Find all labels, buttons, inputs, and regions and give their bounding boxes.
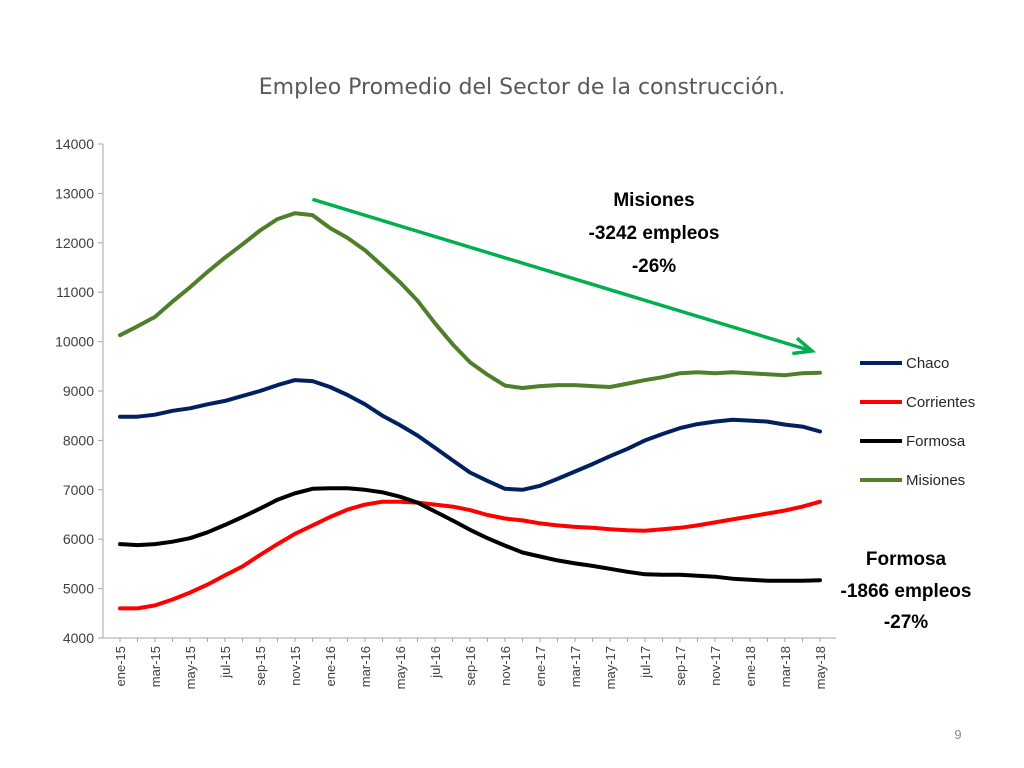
x-tick-label: ene-17 — [533, 646, 548, 686]
legend-item-misiones: Misiones — [860, 472, 965, 489]
x-tick-label: mar-15 — [148, 646, 163, 687]
x-tick-label: ene-16 — [323, 646, 338, 686]
series-lines — [118, 211, 822, 611]
legend: Chaco Corrientes Formosa Misiones — [860, 355, 975, 489]
chart-title: Empleo Promedio del Sector de la constru… — [259, 75, 785, 100]
x-tick-label: mar-18 — [778, 646, 793, 687]
y-tick-label: 14000 — [55, 136, 94, 152]
y-tick-label: 6000 — [63, 531, 94, 547]
series-line-corrientes — [118, 499, 822, 611]
legend-label: Chaco — [906, 355, 949, 372]
x-axis: ene-15 mar-15 may-15 jul-15 sep-15 nov-15 ene-… — [103, 637, 836, 689]
annotation-formosa-line-1: Formosa — [866, 549, 947, 570]
y-tick-label: 9000 — [63, 383, 94, 399]
x-tick-label: jul-16 — [428, 646, 443, 679]
x-tick-label: mar-16 — [358, 646, 373, 687]
y-tick-label: 13000 — [55, 185, 94, 201]
x-tick-label: jul-17 — [638, 646, 653, 679]
annotation-formosa-line-3: -27% — [884, 612, 928, 633]
series-line-chaco — [118, 378, 822, 492]
legend-item-formosa: Formosa — [860, 433, 966, 450]
annotation-formosa-line-2: -1866 empleos — [841, 581, 972, 602]
annotation-misiones-line-1: Misiones — [613, 190, 694, 211]
x-tick-label: ene-15 — [113, 646, 128, 686]
x-tick-label: ene-18 — [743, 646, 758, 686]
legend-label: Formosa — [906, 433, 966, 450]
y-tick-label: 8000 — [63, 432, 94, 448]
y-tick-label: 7000 — [63, 482, 94, 498]
legend-item-chaco: Chaco — [860, 355, 949, 372]
y-tick-label: 12000 — [55, 235, 94, 251]
x-tick-label: nov-17 — [708, 646, 723, 686]
trend-arrow-line — [311, 197, 811, 353]
annotation-misiones-line-2: -3242 empleos — [589, 223, 720, 244]
x-tick-label: may-17 — [603, 646, 618, 689]
x-tick-label: sep-16 — [463, 646, 478, 686]
x-tick-label: sep-17 — [673, 646, 688, 686]
page-number: 9 — [954, 727, 961, 742]
legend-label: Misiones — [906, 472, 965, 489]
x-tick-label: may-16 — [393, 646, 408, 689]
y-axis: 4000 5000 6000 7000 8000 9000 10000 11000 12000 1… — [55, 136, 104, 646]
annotation-misiones: Misiones -3242 empleos -26% — [589, 190, 720, 277]
x-tick-label: jul-15 — [218, 646, 233, 679]
y-tick-label: 10000 — [55, 334, 94, 350]
trend-arrow-head — [792, 336, 817, 356]
trend-arrow — [311, 197, 817, 356]
x-tick-label: may-15 — [183, 646, 198, 689]
legend-label: Corrientes — [906, 394, 975, 411]
y-tick-label: 5000 — [63, 581, 94, 597]
series-line-misiones — [118, 211, 822, 390]
x-tick-label: nov-15 — [288, 646, 303, 686]
y-tick-label: 11000 — [56, 284, 94, 300]
annotation-misiones-line-3: -26% — [632, 256, 676, 277]
y-tick-label: 4000 — [63, 630, 94, 646]
legend-item-corrientes: Corrientes — [860, 394, 975, 411]
annotation-formosa: Formosa -1866 empleos -27% — [841, 549, 972, 633]
x-tick-label: mar-17 — [568, 646, 583, 687]
x-tick-label: sep-15 — [253, 646, 268, 686]
x-tick-label: may-18 — [813, 646, 828, 689]
x-tick-label: nov-16 — [498, 646, 513, 686]
series-line-formosa — [118, 486, 822, 583]
